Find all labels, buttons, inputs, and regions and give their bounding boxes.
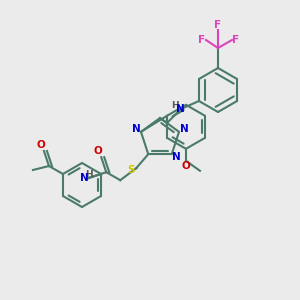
Text: H: H	[171, 100, 179, 109]
Text: H: H	[85, 170, 93, 179]
Text: O: O	[182, 161, 190, 171]
Text: N: N	[80, 173, 88, 183]
Text: F: F	[232, 35, 240, 45]
Text: F: F	[198, 35, 206, 45]
Text: N: N	[180, 124, 188, 134]
Text: N: N	[132, 124, 140, 134]
Text: O: O	[37, 140, 45, 150]
Text: F: F	[214, 20, 222, 30]
Text: S: S	[128, 165, 135, 175]
Text: O: O	[94, 146, 103, 156]
Text: N: N	[176, 104, 184, 114]
Text: N: N	[172, 152, 181, 162]
